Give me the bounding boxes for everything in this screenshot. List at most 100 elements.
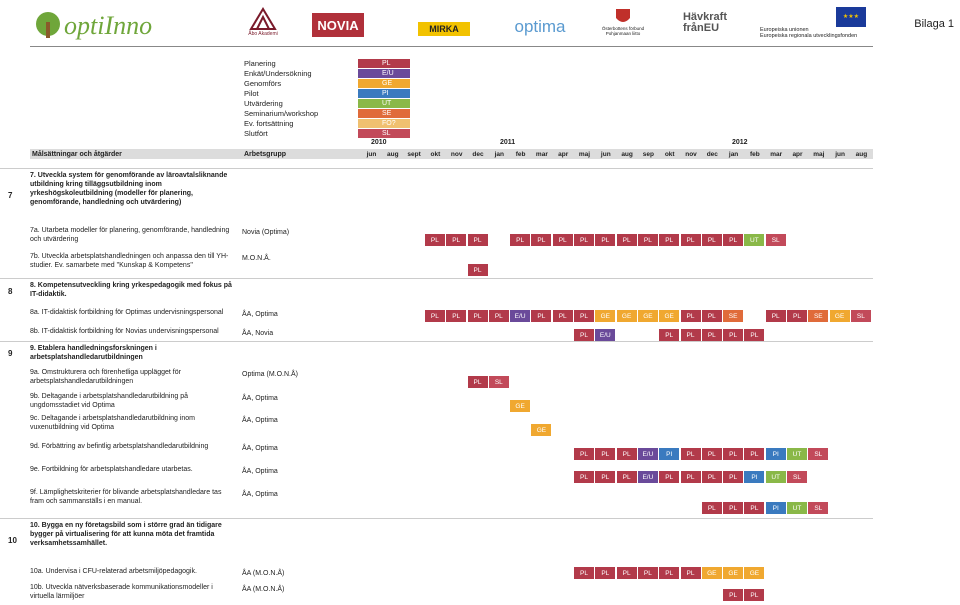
timeline-cell: PL xyxy=(531,234,552,246)
timeline-cell: SL xyxy=(850,310,871,322)
timeline-cell: PL xyxy=(424,310,445,322)
header-divider xyxy=(30,46,873,47)
month-header: aug xyxy=(387,150,399,158)
timeline-cell: PL xyxy=(723,471,744,483)
abo-akademi-text: Åbo Akademi xyxy=(248,31,278,37)
timeline-cell: SL xyxy=(808,448,829,460)
optiinno-logo-graphic: optiInno xyxy=(36,11,152,40)
month-header: nov xyxy=(450,150,463,158)
month-header: okt xyxy=(430,150,441,158)
work-group: ÅA, Optima xyxy=(242,468,278,475)
timeline-cell: PL xyxy=(659,329,680,341)
work-group: ÅA, Optima xyxy=(242,395,278,402)
eu-text: Europeiska unionen Europeiska regionala … xyxy=(760,27,858,39)
timeline-cell: PL xyxy=(659,234,680,246)
legend-label: Utvärdering xyxy=(244,98,283,108)
legend-code: FO? xyxy=(358,118,410,128)
month-header: dec xyxy=(472,150,484,158)
timeline-cell: PL xyxy=(723,234,744,246)
work-group: ÅA (M.O.N.Å) xyxy=(242,586,285,593)
task-text: 9b. Deltagande i arbetsplatshandledarutb… xyxy=(30,393,189,409)
task-text: 9d. Förbättring av befintlig arbetsplats… xyxy=(30,443,209,450)
month-header: aug xyxy=(855,150,868,158)
row-number: 10 xyxy=(8,536,17,545)
timeline-cell: PL xyxy=(574,234,594,246)
timeline-cell: PL xyxy=(744,448,765,460)
work-group: Optima (M.O.N.Å) xyxy=(242,371,299,378)
timeline-cell: PL xyxy=(467,234,488,246)
timeline-cell: PL xyxy=(531,310,552,322)
bilaga-label: Bilaga 1 xyxy=(914,18,954,30)
timeline-cell: PI xyxy=(659,448,680,460)
timeline-cell: PL xyxy=(701,329,722,341)
row-separator xyxy=(0,518,873,519)
task-text: 9f. Lämplighetskriterier för blivande ar… xyxy=(30,489,222,505)
legend-code: E/U xyxy=(358,68,410,78)
timeline-cell: SE xyxy=(808,310,829,322)
timeline-cell: SL xyxy=(488,376,509,388)
timeline-cell: PL xyxy=(680,234,701,246)
month-header: aug xyxy=(621,150,633,158)
timeline-cell: PL xyxy=(680,329,701,341)
legend-label: Pilot xyxy=(244,88,259,98)
legend-label: Enkät/Undersökning xyxy=(244,68,312,78)
legend-code: UT xyxy=(358,98,410,108)
month-header: sep xyxy=(642,150,654,158)
month-header: jun xyxy=(835,150,845,158)
month-header: dec xyxy=(706,150,718,158)
goal-text: 8. Kompetensutveckling kring yrkespedago… xyxy=(30,282,232,298)
month-header: okt xyxy=(664,150,675,158)
work-group: ÅA (M.O.N.Å) xyxy=(242,570,285,577)
legend-code: SE xyxy=(358,108,410,118)
optiinno-logo-text: optiInno xyxy=(64,11,152,40)
timeline-cell: PL xyxy=(701,448,722,460)
legend-code: SL xyxy=(358,128,410,138)
row-number: 9 xyxy=(8,349,13,358)
work-group: Novia (Optima) xyxy=(242,229,290,236)
row-separator xyxy=(0,341,873,342)
timeline-cell: GE xyxy=(531,424,552,436)
month-header: nov xyxy=(685,150,697,158)
novia-logo: NOVIA xyxy=(312,13,364,37)
timeline-cell: PL xyxy=(467,264,488,276)
eu-logo: ★★★ Europeiska unionen Europeiska region… xyxy=(760,4,872,42)
work-group: ÅA, Optima xyxy=(242,445,278,452)
timeline-cell: GE xyxy=(744,567,765,579)
timeline-cell: PL xyxy=(595,567,616,579)
legend-row: Enkät/Undersökning E/U xyxy=(242,68,410,78)
timeline-cell: PL xyxy=(787,310,807,322)
legend-row: Genomförs GE xyxy=(242,78,410,88)
timeline-cell: PL xyxy=(701,502,722,514)
timeline-cell: SL xyxy=(787,471,807,483)
timeline-cell: PL xyxy=(574,567,594,579)
month-header-bg xyxy=(359,149,873,159)
timeline-cell: PL xyxy=(680,310,701,322)
timeline-cell: GE xyxy=(723,567,744,579)
header-logos: optiInno Åbo Akademi NOVIA MIRKA optima … xyxy=(0,0,960,46)
goal-text: 7. Utveckla system för genomförande av l… xyxy=(30,172,228,206)
timeline-cell: PL xyxy=(467,376,488,388)
osterbottens-text: Österbottens förbund Pohjanmaan liitto xyxy=(601,26,645,36)
task-text: 7a. Utarbeta modeller för planering, gen… xyxy=(30,227,230,243)
row-separator xyxy=(0,278,873,279)
month-header: jan xyxy=(494,150,504,158)
timeline-cell: PI xyxy=(765,502,786,514)
legend-label: Slutfört xyxy=(244,128,268,138)
task-text: 10b. Utveckla nätverksbaserade kommunika… xyxy=(30,584,213,600)
novia-text: NOVIA xyxy=(317,17,359,33)
header-goal: Målsättningar och åtgärder xyxy=(30,149,242,159)
timeline-cell: SL xyxy=(765,234,786,246)
timeline-cell: PL xyxy=(574,329,594,341)
timeline-cell: PL xyxy=(574,310,594,322)
goal-text: 10. Bygga en ny företagsbild som i störr… xyxy=(30,522,222,547)
timeline-cell: GE xyxy=(829,310,850,322)
optiinno-logo: optiInno xyxy=(34,2,184,42)
timeline-cell: E/U xyxy=(637,471,658,483)
work-group: ÅA, Optima xyxy=(242,491,278,498)
timeline-cell: GE xyxy=(701,567,722,579)
osterbottens-forbund-logo: Österbottens förbund Pohjanmaan liitto xyxy=(598,3,648,41)
timeline-cell: PL xyxy=(701,310,722,322)
timeline-cell: PL xyxy=(488,310,509,322)
timeline-cell: PL xyxy=(723,448,744,460)
month-header: jun xyxy=(600,150,611,158)
